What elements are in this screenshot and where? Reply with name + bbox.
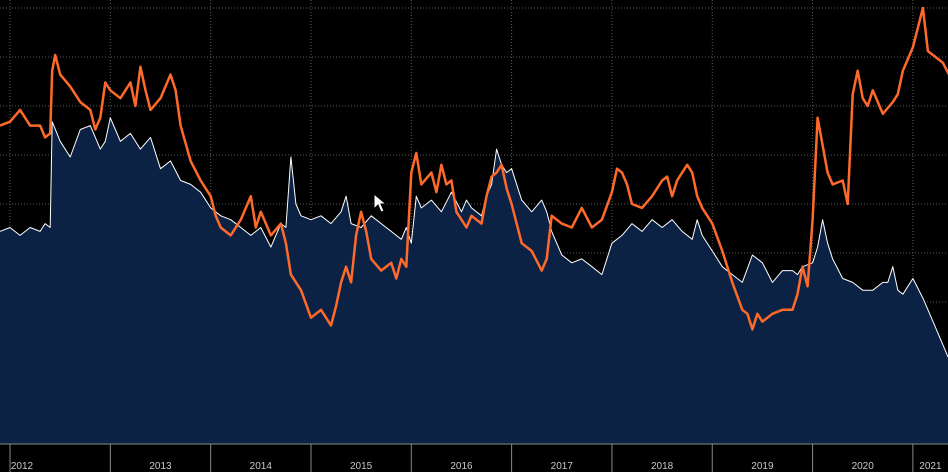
x-tick-label: 2014 bbox=[250, 461, 273, 472]
x-tick-label: 2018 bbox=[651, 461, 674, 472]
series-1-line bbox=[0, 6, 948, 331]
series-0-area bbox=[0, 117, 948, 444]
x-axis: 2012 2013 2014 2015 2016 2017 2018 2019 2020 2021 bbox=[0, 443, 948, 472]
x-tick-label: 2017 bbox=[551, 461, 574, 472]
mouse-cursor-icon bbox=[373, 192, 388, 213]
x-tick-label: 2012 bbox=[11, 461, 34, 472]
x-tick-label: 2015 bbox=[350, 461, 373, 472]
x-tick-label: 2021 bbox=[919, 461, 942, 472]
series-layer bbox=[0, 6, 948, 444]
x-tick-label: 2013 bbox=[149, 461, 172, 472]
x-tick-label: 2019 bbox=[751, 461, 774, 472]
x-tick-label: 2020 bbox=[852, 461, 875, 472]
x-tick-label: 2016 bbox=[450, 461, 473, 472]
